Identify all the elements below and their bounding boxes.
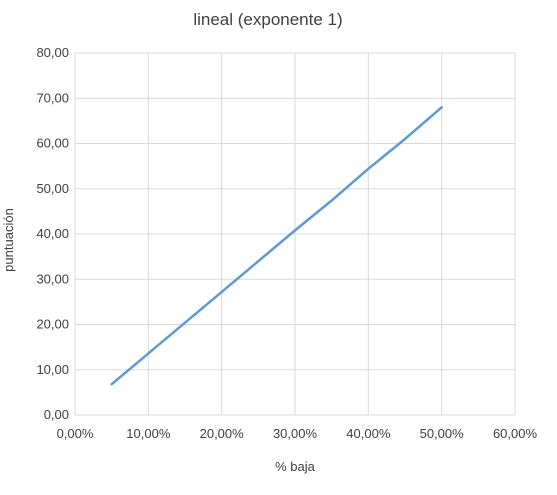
x-tick-label: 30,00% [273, 426, 318, 441]
series-line [110, 106, 443, 386]
series-lines [110, 106, 443, 386]
x-tick-label: 0,00% [57, 426, 94, 441]
chart-title: lineal (exponente 1) [193, 10, 342, 29]
tick-labels: 0,00 10,00 20,00 30,00 40,00 50,00 60,00 70,00 8… [36, 45, 537, 441]
y-tick-label: 60,00 [36, 136, 69, 151]
x-tick-label: 50,00% [420, 426, 465, 441]
y-tick-label: 70,00 [36, 90, 69, 105]
y-tick-label: 30,00 [36, 271, 69, 286]
y-tick-label: 40,00 [36, 226, 69, 241]
y-tick-label: 10,00 [36, 362, 69, 377]
x-tick-label: 10,00% [126, 426, 171, 441]
x-tick-label: 40,00% [346, 426, 391, 441]
y-tick-label: 80,00 [36, 45, 69, 60]
x-tick-label: 60,00% [493, 426, 538, 441]
y-axis-title: puntuación [1, 208, 16, 272]
x-axis-title: % baja [275, 459, 316, 474]
gridlines [74, 52, 516, 415]
y-tick-label: 0,00 [44, 407, 69, 422]
x-tick-label: 20,00% [200, 426, 245, 441]
y-tick-label: 50,00 [36, 181, 69, 196]
y-tick-label: 20,00 [36, 317, 69, 332]
